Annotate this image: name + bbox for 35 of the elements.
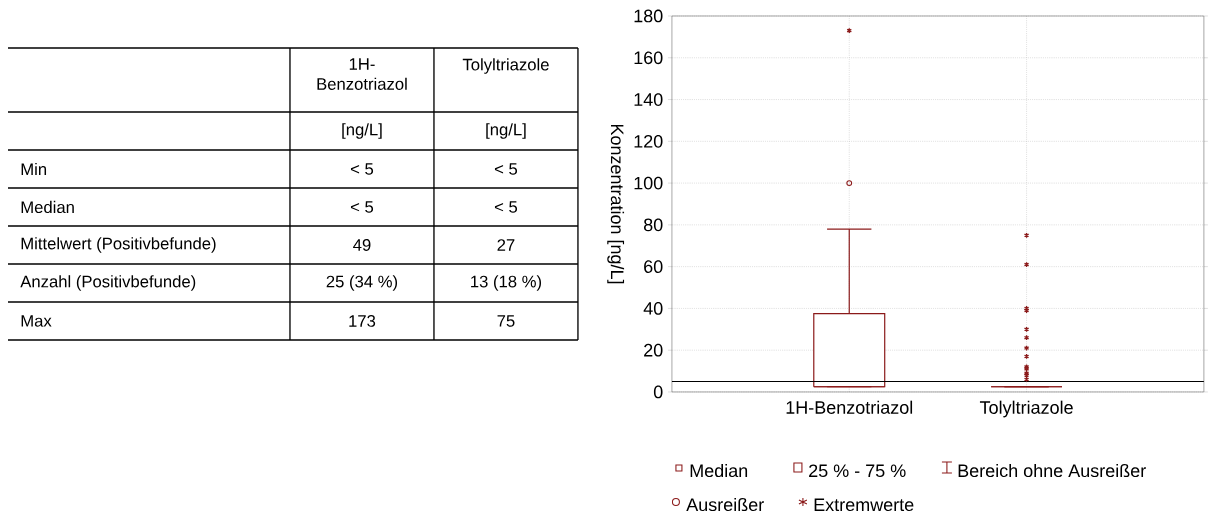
text: 49 <box>353 239 371 251</box>
y-tick-label: 40 <box>643 302 663 315</box>
text: < 5 <box>350 201 374 213</box>
text: 25 % - 75 % <box>809 464 906 478</box>
y-tick-label: 0 <box>653 385 663 399</box>
y-tick-label: 140 <box>634 93 663 106</box>
text: 1H-Benzotriazol <box>317 58 407 90</box>
text: < 5 <box>350 163 374 175</box>
y-tick-label: 100 <box>634 176 663 190</box>
y-tick-label: 80 <box>643 218 663 232</box>
y-tick-label: 60 <box>644 260 663 274</box>
text: Ausreißer <box>686 497 764 512</box>
text: Max <box>21 315 52 327</box>
text: [ng/L] <box>342 123 382 139</box>
y-tick-label: 180 <box>634 9 663 23</box>
text: [ng/L] <box>486 123 526 139</box>
text: Median <box>21 200 74 214</box>
text: 27 <box>497 239 515 251</box>
y-tick-label: 120 <box>634 134 663 148</box>
text: 75 <box>497 315 515 327</box>
text: < 5 <box>494 163 518 175</box>
text: Mittelwert (Positivbefunde) <box>21 237 216 253</box>
text: Min <box>21 162 47 176</box>
text: Bereich ohne Ausreißer <box>958 463 1146 478</box>
y-axis-title: Konzentration [ng/L] <box>607 124 625 284</box>
text: 13 (18 %) <box>471 275 542 291</box>
text: 25 (34 %) <box>326 275 398 291</box>
text: Median <box>690 463 748 478</box>
text: < 5 <box>494 201 518 213</box>
text: Extremwerte <box>814 498 914 512</box>
y-tick-label: 160 <box>634 51 663 65</box>
y-tick-label: 20 <box>644 343 663 357</box>
text: Tolyltriazole <box>462 58 549 74</box>
text: 173 <box>349 315 376 327</box>
text: Anzahl (Positivbefunde) <box>20 275 196 291</box>
